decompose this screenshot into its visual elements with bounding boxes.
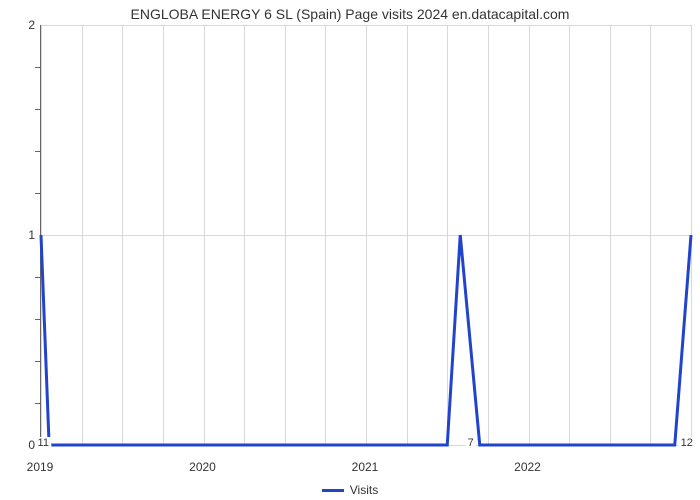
y-tick-label: 2 bbox=[5, 18, 35, 32]
y-tick-label: 0 bbox=[5, 438, 35, 452]
y-minor-tick bbox=[35, 109, 40, 110]
legend: Visits bbox=[0, 483, 700, 497]
x-tick-label: 2020 bbox=[189, 460, 216, 474]
series-line bbox=[41, 25, 691, 445]
x-tick-label: 2019 bbox=[27, 460, 54, 474]
y-minor-tick bbox=[35, 403, 40, 404]
y-minor-tick bbox=[35, 361, 40, 362]
plot-area bbox=[40, 25, 691, 446]
y-tick-label: 1 bbox=[5, 228, 35, 242]
legend-label: Visits bbox=[350, 483, 378, 497]
y-minor-tick bbox=[35, 277, 40, 278]
inline-value-label: 12 bbox=[679, 437, 695, 449]
y-minor-tick bbox=[35, 67, 40, 68]
chart-title: ENGLOBA ENERGY 6 SL (Spain) Page visits … bbox=[0, 6, 700, 22]
legend-swatch bbox=[322, 489, 344, 492]
gridline-vertical bbox=[691, 25, 692, 445]
x-tick-label: 2022 bbox=[514, 460, 541, 474]
y-minor-tick bbox=[35, 193, 40, 194]
y-minor-tick bbox=[35, 319, 40, 320]
inline-value-label: 11 bbox=[36, 437, 51, 449]
inline-value-label: 7 bbox=[466, 437, 476, 449]
x-tick-label: 2021 bbox=[352, 460, 379, 474]
y-minor-tick bbox=[35, 151, 40, 152]
